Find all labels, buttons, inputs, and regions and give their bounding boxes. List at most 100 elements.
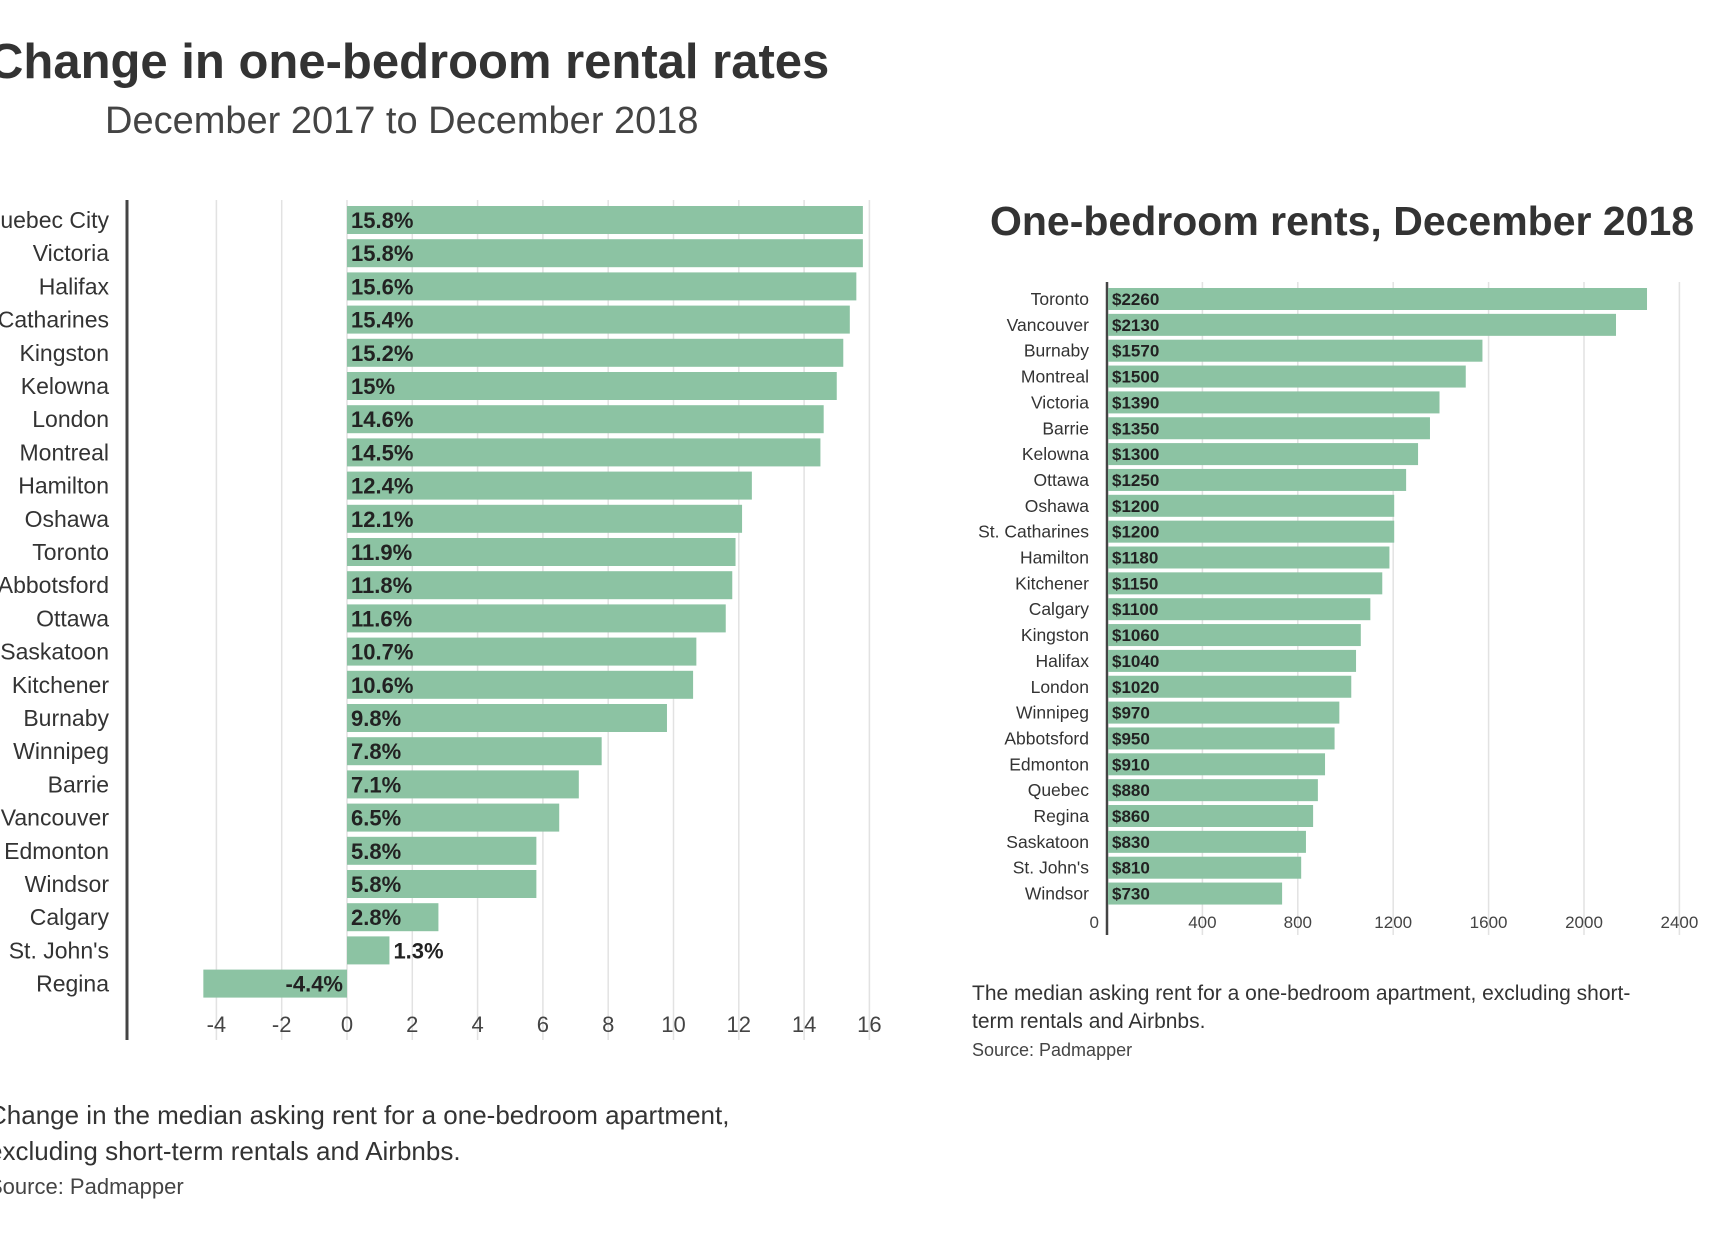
chart2-x-tick-label: 1600	[1470, 913, 1508, 932]
chart1-data-label: 15.2%	[351, 341, 413, 366]
chart1-bar	[347, 272, 857, 301]
chart1-data-label: 10.7%	[351, 640, 413, 665]
chart1-category-label: Winnipeg	[13, 738, 109, 764]
chart2-data-label: $1200	[1112, 497, 1159, 516]
chart1-category-label: Toronto	[32, 539, 109, 565]
chart1-subtitle: December 2017 to December 2018	[105, 100, 699, 142]
chart1-category-label: London	[32, 406, 109, 432]
chart2-x-tick-label: 0	[1090, 913, 1099, 932]
chart2-data-label: $1500	[1112, 368, 1159, 387]
chart2-bar	[1108, 624, 1361, 647]
chart1-category-label: Windsor	[25, 871, 110, 897]
chart1-bar	[203, 969, 347, 998]
chart2-bar	[1108, 753, 1326, 776]
chart1-title: Change in one-bedroom rental rates	[0, 35, 830, 89]
chart2-category-label: Kingston	[1021, 625, 1089, 645]
chart2-data-label: $1180	[1112, 549, 1158, 568]
chart1-data-label: 12.4%	[351, 474, 413, 499]
chart1-category-label: Oshawa	[25, 506, 110, 532]
chart2-bar	[1108, 598, 1371, 621]
chart1-data-label: 6.5%	[351, 806, 401, 831]
chart1-data-label: 7.1%	[351, 772, 401, 797]
chart1-data-label: 15%	[351, 374, 395, 399]
chart1-bar	[347, 372, 837, 400]
chart2-data-label: $1300	[1112, 445, 1159, 464]
chart1-x-tick-label: 4	[471, 1012, 483, 1037]
chart2-category-label: Toronto	[1031, 289, 1089, 309]
chart1-data-label: 7.8%	[351, 739, 401, 764]
chart1-data-label: -4.4%	[286, 972, 343, 997]
chart1-category-label: St. Catharines	[0, 307, 109, 333]
chart1-data-label: 15.8%	[351, 208, 413, 233]
chart2-category-label: Hamilton	[1020, 548, 1089, 568]
chart1-category-label: Halifax	[39, 273, 110, 299]
chart1-x-tick-label: -4	[207, 1012, 227, 1037]
chart2-x-tick-label: 400	[1188, 913, 1216, 932]
chart2-category-label: Abbotsford	[1004, 728, 1089, 748]
chart1-data-label: 15.8%	[351, 241, 413, 266]
chart1-bar	[347, 670, 694, 699]
chart2-data-label: $970	[1112, 704, 1150, 723]
chart2-category-label: Calgary	[1029, 599, 1090, 619]
chart2-bar	[1108, 856, 1302, 879]
chart1-x-tick-label: 0	[341, 1012, 353, 1037]
chart1-category-label: St. John's	[9, 937, 109, 963]
chart1-x-tick-label: -2	[272, 1012, 292, 1037]
chart2-caption-line1: The median asking rent for a one-bedroom…	[972, 982, 1631, 1005]
chart1-bar	[347, 737, 602, 766]
chart1-bar	[347, 936, 390, 965]
chart1-data-label: 5.8%	[351, 872, 401, 897]
chart2-bar	[1108, 830, 1306, 853]
chart1-bar	[347, 770, 579, 799]
chart2-bar	[1108, 546, 1390, 569]
chart2-category-label: Winnipeg	[1016, 703, 1089, 723]
chart2-x-tick-label: 2000	[1565, 913, 1603, 932]
chart2-caption-line2: term rentals and Airbnbs.	[972, 1010, 1206, 1033]
chart1-category-label: Kingston	[19, 340, 109, 366]
chart1-x-tick-label: 6	[537, 1012, 549, 1037]
chart2-bar	[1108, 391, 1440, 414]
chart1-category-label: Kitchener	[12, 672, 110, 698]
chart1-bar	[347, 206, 863, 234]
chart2-x-tick-label: 2400	[1660, 913, 1698, 932]
chart2-data-label: $1020	[1112, 678, 1159, 697]
chart1-bar	[347, 405, 824, 434]
chart2-data-label: $730	[1112, 885, 1150, 904]
chart1-bar	[347, 438, 821, 467]
chart2-bar	[1108, 572, 1383, 595]
chart1-category-label: Regina	[36, 971, 109, 997]
chart2-data-label: $810	[1112, 859, 1150, 878]
chart1-category-label: Burnaby	[23, 705, 109, 731]
chart1-data-label: 15.4%	[351, 308, 413, 333]
chart2-category-label: Ottawa	[1034, 470, 1090, 490]
chart1-bar	[347, 504, 743, 533]
chart1-bar	[347, 338, 844, 367]
chart1-x-tick-label: 16	[857, 1012, 881, 1037]
chart1-data-label: 11.6%	[351, 606, 412, 631]
chart2-data-label: $860	[1112, 807, 1150, 826]
chart1-bar	[347, 870, 537, 898]
chart1-data-label: 9.8%	[351, 706, 401, 731]
chart1-data-label: 2.8%	[351, 905, 401, 930]
chart1-source: Source: Padmapper	[0, 1174, 184, 1199]
chart2-category-label: Kelowna	[1022, 444, 1089, 464]
chart1-bar	[347, 637, 697, 666]
chart2-category-label: Quebec	[1028, 780, 1090, 800]
chart1-bar	[347, 903, 439, 932]
chart1-category-label: Ottawa	[36, 605, 109, 631]
chart1-data-label: 11.9%	[351, 540, 412, 565]
chart2-category-label: Barrie	[1042, 418, 1089, 438]
chart1-bar	[347, 239, 863, 268]
chart1-data-label: 5.8%	[351, 839, 401, 864]
chart2-data-label: $2130	[1112, 316, 1159, 335]
chart1-bar	[347, 538, 736, 566]
chart2-data-label: $2260	[1112, 290, 1159, 309]
chart1-x-tick-label: 8	[602, 1012, 614, 1037]
chart1-x-tick-label: 14	[792, 1012, 816, 1037]
chart1-bar	[347, 305, 850, 334]
chart2-category-label: London	[1031, 677, 1089, 697]
chart2-bar	[1108, 494, 1395, 517]
chart2-data-label: $1040	[1112, 652, 1159, 671]
